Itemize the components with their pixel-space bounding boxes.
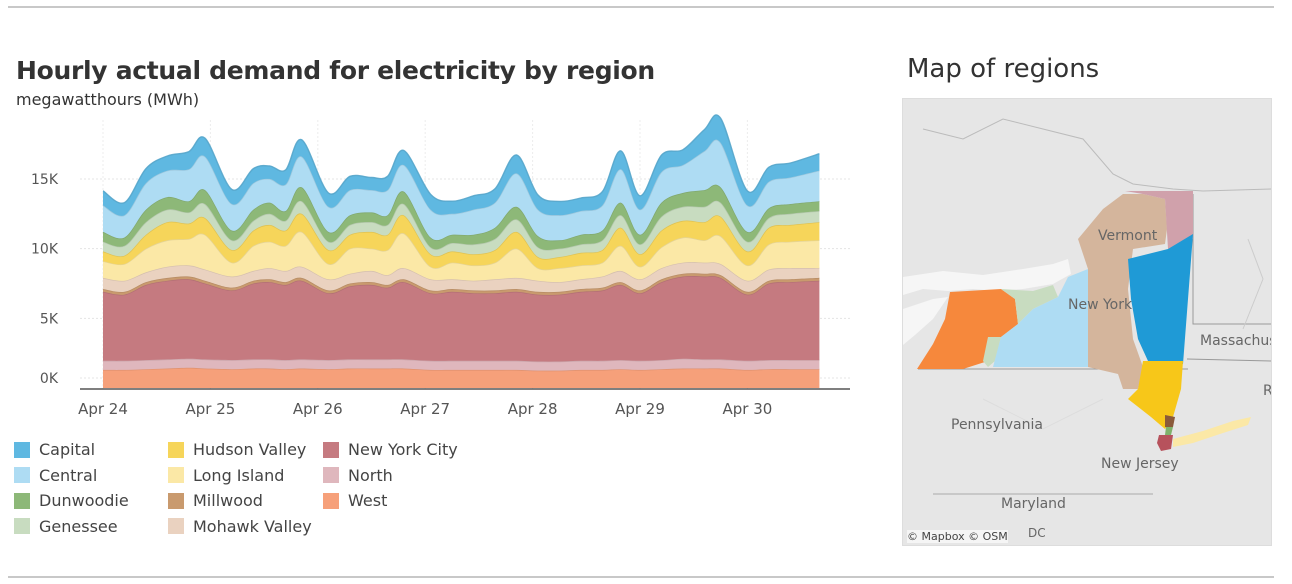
regions-map[interactable]: Vermont New York Massachuse Pennsylvania…	[902, 98, 1272, 546]
chart-subtitle: megawatthours (MWh)	[16, 90, 200, 109]
legend-swatch	[323, 441, 339, 458]
stacked-areas	[102, 114, 820, 388]
legend-swatch	[323, 467, 339, 483]
legend-item[interactable]: Genessee	[14, 517, 118, 536]
border-canada	[922, 118, 1271, 192]
legend-label: Genessee	[39, 516, 118, 536]
top-divider	[8, 6, 1274, 8]
legend-swatch	[14, 441, 30, 458]
x-tick-label: Apr 29	[615, 400, 665, 418]
x-tick-label: Apr 27	[400, 400, 450, 418]
legend-item[interactable]: Mohawk Valley	[168, 517, 312, 536]
area-band-west[interactable]	[103, 367, 820, 388]
lake-erie	[903, 297, 948, 345]
map-label-ri: R	[1263, 383, 1272, 399]
region-capital[interactable]	[1128, 234, 1193, 364]
legend-swatch	[168, 441, 184, 458]
legend-swatch	[168, 518, 184, 534]
legend-item[interactable]: Central	[14, 466, 97, 485]
legend-swatch	[323, 492, 339, 509]
legend-label: Long Island	[193, 465, 285, 485]
bottom-divider	[8, 576, 1274, 578]
legend-item[interactable]: Hudson Valley	[168, 440, 306, 459]
map-label-maryland: Maryland	[1001, 496, 1066, 512]
chart-title: Hourly actual demand for electricity by …	[16, 56, 655, 85]
map-label-vermont: Vermont	[1098, 228, 1158, 244]
area-band-long-island[interactable]	[103, 231, 820, 283]
area-band-central[interactable]	[103, 139, 820, 241]
legend-item[interactable]: North	[323, 466, 393, 485]
legend-item[interactable]: Long Island	[168, 466, 284, 485]
region-long-island[interactable]	[1173, 417, 1251, 447]
legend-swatch	[168, 492, 184, 509]
x-tick-label: Apr 30	[722, 400, 772, 418]
legend-item[interactable]: Millwood	[168, 491, 263, 510]
legend-label: Capital	[39, 440, 96, 459]
map-label-new-jersey: New Jersey	[1101, 456, 1179, 472]
area-line-capital	[102, 114, 820, 204]
legend-item[interactable]: New York City	[323, 440, 458, 459]
legend-swatch	[168, 467, 184, 483]
area-band-dunwoodie[interactable]	[103, 184, 820, 250]
region-hudson-valley[interactable]	[1128, 361, 1183, 429]
legend-swatch	[14, 492, 30, 509]
y-tick-label: 15K	[31, 172, 59, 188]
x-tick-label: Apr 28	[508, 400, 558, 418]
x-tick-label: Apr 24	[78, 400, 128, 418]
legend-label: Mohawk Valley	[193, 516, 312, 536]
legend-label: North	[348, 465, 393, 485]
region-central[interactable]	[993, 269, 1088, 367]
area-band-north[interactable]	[103, 358, 820, 371]
legend-label: New York City	[348, 440, 458, 459]
x-tick-label: Apr 25	[185, 400, 235, 418]
region-millwood[interactable]	[1165, 415, 1175, 427]
region-genessee-south[interactable]	[983, 337, 1001, 367]
region-genessee[interactable]	[1001, 285, 1058, 324]
map-label-pennsylvania: Pennsylvania	[951, 417, 1043, 433]
x-axis-ticks: Apr 24 Apr 25 Apr 26 Apr 27 Apr 28 Apr 29 Apr …	[78, 400, 772, 418]
map-road-2	[982, 398, 1104, 430]
legend-label: Hudson Valley	[193, 440, 307, 459]
y-tick-label: 5K	[40, 311, 59, 327]
lake-ontario	[903, 259, 1071, 295]
map-attribution[interactable]: © Mapbox © OSM	[907, 530, 1008, 543]
region-dunwoodie[interactable]	[1165, 427, 1173, 435]
area-band-mohawk-valley[interactable]	[103, 262, 820, 293]
map-label-dc: DC	[1028, 526, 1046, 540]
legend-label: Central	[39, 465, 98, 485]
legend-label: Millwood	[193, 491, 263, 510]
legend-label: Dunwoodie	[39, 491, 129, 510]
legend-item[interactable]: West	[323, 491, 387, 510]
border-mass-ct	[1186, 358, 1271, 362]
area-band-millwood[interactable]	[103, 273, 820, 295]
x-tick-label: Apr 26	[293, 400, 343, 418]
map-canvas	[903, 99, 1271, 545]
legend-swatch	[14, 467, 30, 483]
map-road-1	[1242, 238, 1264, 330]
map-title: Map of regions	[907, 54, 1100, 84]
map-label-massachusetts: Massachuse	[1200, 333, 1271, 349]
region-north[interactable]	[1125, 191, 1193, 249]
y-axis-ticks: 0K 5K 10K 15K	[31, 172, 59, 387]
area-band-new-york-city[interactable]	[103, 276, 820, 362]
map-label-new-york: New York	[1068, 297, 1133, 313]
y-tick-label: 0K	[40, 371, 59, 387]
legend-item[interactable]: Dunwoodie	[14, 491, 129, 510]
region-mohawk-valley[interactable]	[1078, 194, 1167, 389]
legend-label: West	[348, 491, 388, 510]
area-band-capital[interactable]	[103, 114, 820, 216]
region-new-york-city[interactable]	[1157, 435, 1173, 451]
legend-item[interactable]: Capital	[14, 440, 95, 459]
area-band-hudson-valley[interactable]	[103, 213, 820, 270]
legend-swatch	[14, 518, 30, 534]
y-tick-label: 10K	[31, 242, 59, 258]
